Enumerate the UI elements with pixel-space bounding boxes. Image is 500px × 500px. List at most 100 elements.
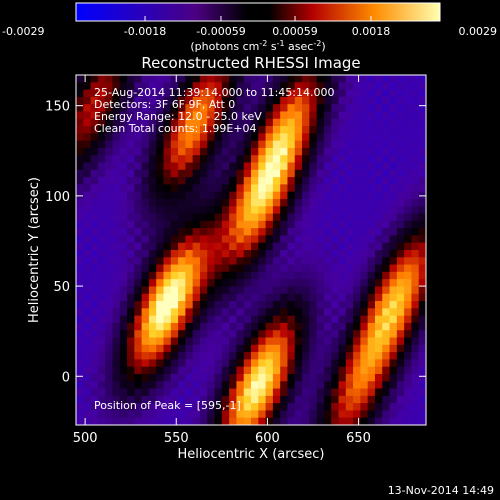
heatmap-cell bbox=[418, 169, 426, 178]
heatmap-cell bbox=[134, 286, 143, 295]
heatmap-cell bbox=[287, 147, 296, 156]
heatmap-cell bbox=[105, 96, 114, 105]
heatmap-cell bbox=[294, 169, 303, 178]
heatmap-cell bbox=[353, 330, 361, 339]
heatmap-cell bbox=[97, 82, 106, 91]
heatmap-cell bbox=[105, 366, 114, 375]
heatmap-image bbox=[76, 75, 426, 425]
heatmap-cell bbox=[302, 250, 310, 258]
heatmap-cell bbox=[243, 352, 252, 360]
heatmap-cell bbox=[345, 279, 354, 288]
heatmap-cell bbox=[178, 82, 186, 91]
heatmap-cell bbox=[90, 366, 99, 375]
heatmap-cell bbox=[265, 322, 274, 331]
heatmap-cell bbox=[389, 330, 398, 339]
heatmap-cell bbox=[192, 286, 201, 295]
heatmap-cell bbox=[105, 330, 114, 339]
heatmap-cell bbox=[134, 271, 143, 280]
heatmap-cell bbox=[367, 191, 376, 200]
heatmap-cell bbox=[236, 381, 245, 390]
heatmap-cell bbox=[309, 177, 318, 185]
heatmap-cell bbox=[353, 133, 361, 142]
heatmap-cell bbox=[280, 381, 289, 390]
heatmap-cell bbox=[199, 257, 208, 266]
heatmap-cell bbox=[229, 206, 238, 215]
heatmap-cell bbox=[418, 352, 426, 360]
heatmap-cell bbox=[178, 111, 186, 120]
heatmap-cell bbox=[236, 155, 245, 164]
heatmap-cell bbox=[367, 104, 376, 113]
heatmap-cell bbox=[323, 344, 332, 353]
heatmap-cell bbox=[374, 286, 383, 295]
heatmap-cell bbox=[221, 264, 230, 273]
heatmap-cell bbox=[251, 82, 259, 91]
heatmap-cell bbox=[389, 257, 398, 266]
heatmap-cell bbox=[134, 147, 143, 156]
heatmap-cell bbox=[360, 140, 369, 149]
heatmap-cell bbox=[148, 147, 157, 156]
heatmap-cell bbox=[214, 373, 223, 382]
heatmap-cell bbox=[280, 235, 289, 244]
heatmap-cell bbox=[382, 75, 391, 83]
heatmap-cell bbox=[309, 286, 318, 295]
heatmap-cell bbox=[338, 191, 347, 200]
heatmap-cell bbox=[251, 184, 259, 193]
heatmap-cell bbox=[163, 315, 172, 324]
heatmap-cell bbox=[97, 133, 106, 142]
heatmap-cell bbox=[112, 388, 121, 397]
heatmap-cell bbox=[338, 308, 347, 317]
heatmap-cell bbox=[207, 322, 216, 331]
heatmap-cell bbox=[338, 147, 347, 156]
heatmap-cell bbox=[309, 293, 318, 302]
heatmap-cell bbox=[178, 359, 186, 368]
heatmap-cell bbox=[207, 359, 216, 368]
heatmap-cell bbox=[105, 104, 114, 113]
heatmap-cell bbox=[76, 286, 84, 295]
heatmap-cell bbox=[221, 75, 230, 83]
heatmap-cell bbox=[294, 279, 303, 288]
heatmap-cell bbox=[148, 235, 157, 244]
heatmap-cell bbox=[374, 235, 383, 244]
heatmap-cell bbox=[229, 111, 238, 120]
heatmap-cell bbox=[404, 155, 413, 164]
heatmap-cell bbox=[374, 381, 383, 390]
heatmap-cell bbox=[418, 89, 426, 98]
heatmap-cell bbox=[272, 162, 281, 171]
heatmap-cell bbox=[112, 242, 121, 251]
heatmap-cell bbox=[119, 410, 128, 419]
heatmap-cell bbox=[353, 315, 361, 324]
heatmap-cell bbox=[294, 235, 303, 244]
heatmap-cell bbox=[119, 82, 128, 91]
heatmap-cell bbox=[199, 126, 208, 134]
heatmap-cell bbox=[280, 308, 289, 317]
heatmap-cell bbox=[338, 242, 347, 251]
heatmap-cell bbox=[141, 271, 150, 280]
heatmap-cell bbox=[294, 111, 303, 120]
heatmap-cell bbox=[141, 293, 150, 302]
heatmap-cell bbox=[331, 162, 340, 171]
heatmap-cell bbox=[105, 177, 114, 185]
heatmap-cell bbox=[272, 96, 281, 105]
heatmap-cell bbox=[287, 213, 296, 222]
heatmap-cell bbox=[331, 75, 340, 83]
heatmap-cell bbox=[178, 220, 186, 229]
heatmap-cell bbox=[163, 403, 172, 412]
heatmap-cell bbox=[294, 330, 303, 339]
heatmap-cell bbox=[396, 322, 405, 331]
heatmap-cell bbox=[214, 228, 223, 237]
heatmap-cell bbox=[345, 213, 354, 222]
heatmap-cell bbox=[258, 75, 267, 83]
heatmap-cell bbox=[90, 126, 99, 134]
heatmap-cell bbox=[353, 89, 361, 98]
heatmap-cell bbox=[280, 162, 289, 171]
heatmap-cell bbox=[323, 104, 332, 113]
heatmap-cell bbox=[331, 293, 340, 302]
heatmap-cell bbox=[141, 118, 150, 127]
heatmap-cell bbox=[309, 155, 318, 164]
heatmap-cell bbox=[316, 162, 325, 171]
heatmap-cell bbox=[331, 395, 340, 404]
heatmap-cell bbox=[323, 271, 332, 280]
heatmap-cell bbox=[316, 82, 325, 91]
heatmap-cell bbox=[331, 206, 340, 215]
heatmap-cell bbox=[178, 89, 186, 98]
